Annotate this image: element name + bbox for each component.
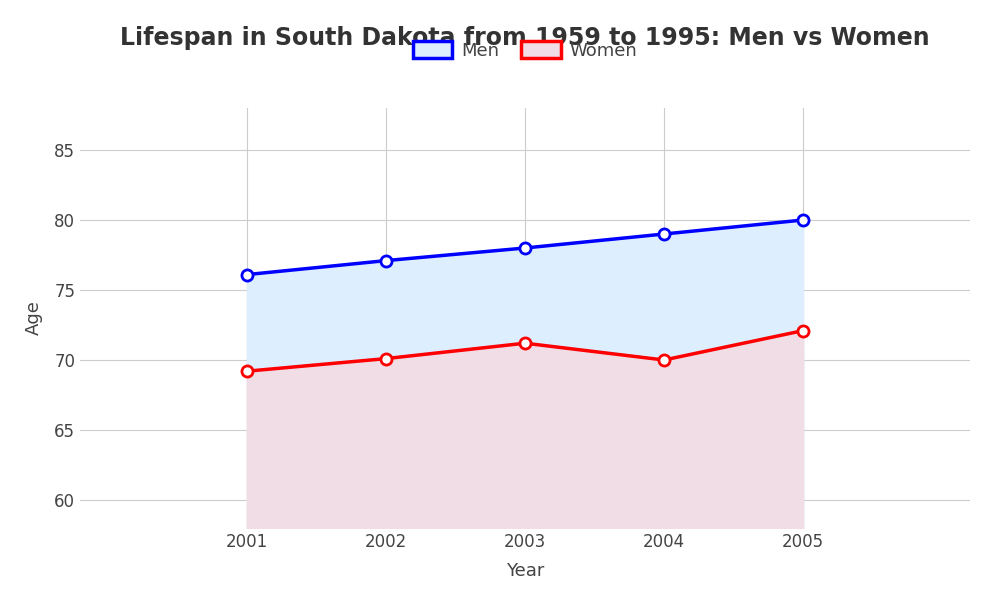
Title: Lifespan in South Dakota from 1959 to 1995: Men vs Women: Lifespan in South Dakota from 1959 to 19… (120, 26, 930, 50)
X-axis label: Year: Year (506, 562, 544, 580)
Y-axis label: Age: Age (25, 301, 43, 335)
Legend: Men, Women: Men, Women (413, 41, 637, 59)
